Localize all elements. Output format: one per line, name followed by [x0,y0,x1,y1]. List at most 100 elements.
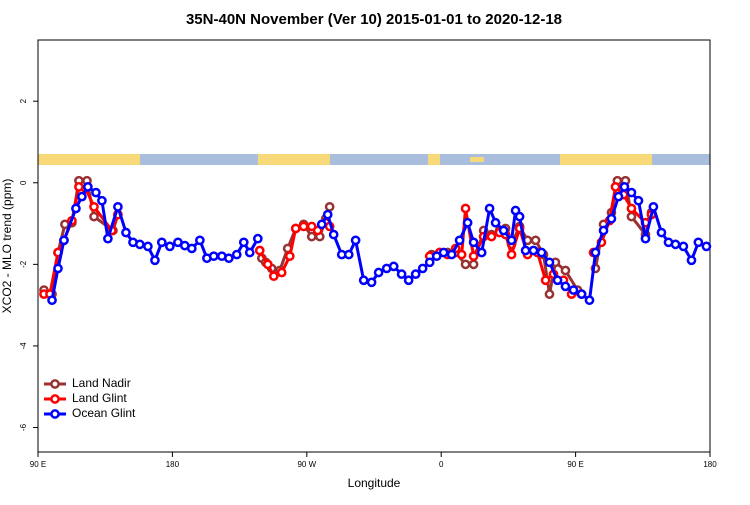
data-point [424,257,435,268]
data-point [576,289,587,299]
data-point [456,249,467,260]
data-point [498,225,509,236]
data-point [686,255,697,266]
data-point [468,251,479,262]
y-tick-label: -6 [19,423,28,431]
data-point [590,247,601,258]
x-tick-label: 180 [166,460,180,469]
data-point [134,239,145,250]
data-point [670,239,681,250]
data-point [606,213,617,224]
legend-marker [50,394,60,404]
y-tick-label: -2 [19,260,28,268]
data-point [186,243,197,254]
data-point [598,225,609,236]
land-band [428,154,440,165]
data-point [693,237,704,248]
data-point [165,241,175,252]
data-point [560,265,571,276]
data-point [552,275,563,286]
data-point [195,235,205,246]
data-point [640,233,651,244]
data-point [143,241,153,252]
data-point [648,201,659,212]
data-point [150,255,160,266]
data-point [290,223,301,234]
data-point [284,251,295,262]
x-axis-label: Longitude [348,476,401,490]
data-point [316,219,327,230]
data-point [47,295,57,306]
data-point [53,263,63,274]
data-point [454,235,465,246]
data-point [298,221,309,232]
data-point [223,253,234,264]
data-point [486,231,497,242]
data-point [610,182,621,192]
land-band [258,154,330,165]
legend-label: Land Nadir [72,376,131,390]
data-point [343,249,354,260]
data-point [544,257,555,268]
data-point [328,229,339,240]
data-point [540,275,551,286]
data-point [388,261,399,272]
data-point [121,227,131,238]
y-axis-label: XCO2 - MLO trend (ppm) [0,179,14,314]
data-point [417,263,428,274]
data-point [528,245,539,256]
data-point [633,195,644,206]
land-band [560,154,652,165]
data-point [506,235,517,246]
data-point [252,233,263,244]
data-point [490,217,501,228]
data-point [626,187,637,198]
data-point [460,203,471,214]
data-point [462,217,473,228]
data-point [238,237,249,248]
x-tick-label: 90 W [297,460,316,469]
legend-label: Land Glint [72,391,127,405]
land-band [38,154,140,165]
ocean-band [38,154,710,165]
x-tick-label: 0 [439,460,444,469]
data-point [656,227,667,238]
data-point [613,191,624,202]
data-point [506,249,517,260]
data-point [208,251,219,262]
data-point [568,285,579,295]
data-point [584,295,595,306]
data-point [77,191,87,202]
data-point [484,203,495,214]
legend-label: Ocean Glint [72,406,136,420]
data-point [396,269,407,279]
data-point [366,277,377,288]
y-tick-label: 2 [19,98,28,103]
data-point [113,201,123,212]
data-point [438,247,449,258]
data-point [71,203,81,214]
data-point [97,195,107,206]
x-tick-label: 90 E [30,460,46,469]
data-point [83,182,93,192]
data-point [103,233,113,244]
data-point [59,235,69,246]
data-point [231,249,242,260]
data-point [306,231,317,242]
data-point [626,211,637,222]
legend-marker [50,379,60,389]
data-point [254,245,265,256]
data-point [403,275,414,286]
data-point [544,289,555,299]
data-point [91,187,101,198]
data-point [530,235,541,246]
data-point [89,211,99,222]
land-ocean-strip [38,154,710,165]
data-point [373,267,384,278]
data-point [276,267,287,278]
x-tick-label: 180 [703,460,717,469]
data-point [358,275,369,286]
data-point [536,247,547,258]
